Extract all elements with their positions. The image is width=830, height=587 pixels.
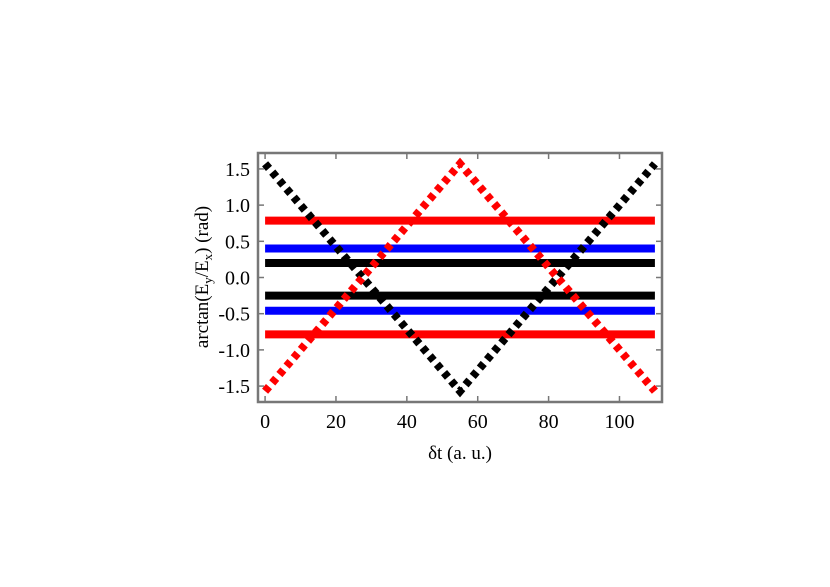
y-tick-label: -1.0 xyxy=(218,340,250,362)
y-tick-label: 0.5 xyxy=(225,231,250,253)
x-tick-label: 80 xyxy=(539,411,559,433)
y-tick-label: 0.0 xyxy=(225,268,250,290)
y-tick-label: -1.5 xyxy=(218,376,250,398)
x-tick-label: 60 xyxy=(468,411,488,433)
series-layer xyxy=(262,157,658,398)
x-tick-label: 0 xyxy=(260,411,270,433)
x-tick-label: 100 xyxy=(604,411,634,433)
y-ticks: 1.5 1.0 0.5 0.0 -0.5 -1.0 -1.5 xyxy=(218,159,662,398)
y-tick-label: -0.5 xyxy=(218,304,250,326)
y-axis-label: arctan(Ey​/Ex​) (rad) xyxy=(192,206,215,348)
plot-frame xyxy=(256,151,664,404)
x-tick-label: 20 xyxy=(326,411,346,433)
x-tick-label: 40 xyxy=(397,411,417,433)
dotted-series-line-6 xyxy=(262,161,658,398)
y-tick-label: 1.0 xyxy=(225,195,250,217)
x-ticks: 0 20 40 60 80 100 xyxy=(260,153,634,433)
x-axis-label: δt (a. u.) xyxy=(428,443,492,464)
y-tick-label: 1.5 xyxy=(225,159,250,181)
dotted-series-line-7 xyxy=(262,157,658,394)
